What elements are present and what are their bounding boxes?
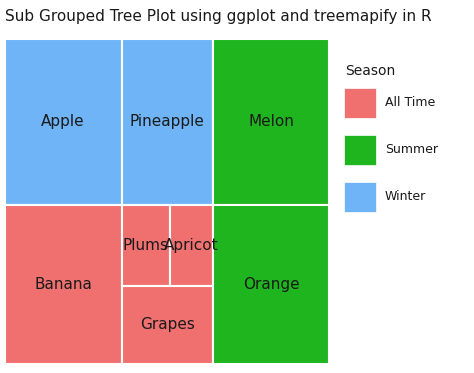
- Bar: [344, 182, 376, 212]
- Text: Winter: Winter: [385, 191, 426, 203]
- Text: Pineapple: Pineapple: [130, 115, 204, 129]
- Text: Season: Season: [345, 64, 396, 78]
- Text: Melon: Melon: [248, 115, 294, 129]
- Text: Orange: Orange: [243, 277, 299, 292]
- Bar: [344, 88, 376, 118]
- Bar: [122, 205, 170, 286]
- Text: All Time: All Time: [385, 97, 435, 109]
- Bar: [122, 286, 212, 364]
- Bar: [344, 135, 376, 165]
- Text: Grapes: Grapes: [140, 317, 194, 332]
- Text: Apricot: Apricot: [164, 238, 219, 253]
- Bar: [170, 205, 212, 286]
- Text: Banana: Banana: [34, 277, 92, 292]
- Bar: [212, 39, 329, 205]
- Bar: [5, 39, 122, 205]
- Text: Summer: Summer: [385, 144, 438, 156]
- Bar: [212, 205, 329, 364]
- Bar: [122, 39, 212, 205]
- Text: Plums: Plums: [123, 238, 169, 253]
- Text: Sub Grouped Tree Plot using ggplot and treemapify in R: Sub Grouped Tree Plot using ggplot and t…: [5, 9, 431, 24]
- Text: Apple: Apple: [41, 115, 85, 129]
- Bar: [5, 205, 122, 364]
